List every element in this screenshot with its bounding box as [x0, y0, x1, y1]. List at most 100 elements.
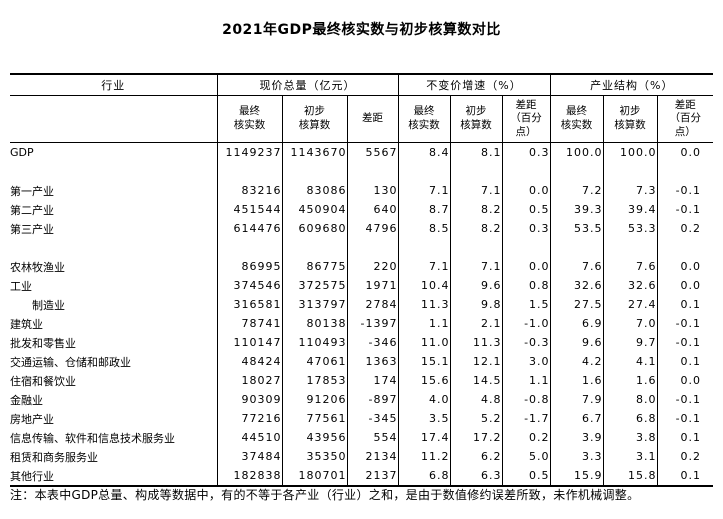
- value-cell: 7.3: [603, 181, 658, 200]
- value-cell: 1.1: [502, 371, 551, 390]
- row-label: 建筑业: [10, 314, 218, 333]
- row-label: 第三产业: [10, 219, 218, 238]
- row-label: 第一产业: [10, 181, 218, 200]
- value-cell: 15.9: [550, 466, 604, 486]
- value-cell: 7.9: [550, 390, 604, 409]
- value-cell: 1.1: [398, 314, 451, 333]
- value-cell: 5567: [347, 142, 399, 162]
- value-cell: 7.6: [603, 257, 658, 276]
- value-cell: 44510: [217, 428, 283, 447]
- value-cell: 0.1: [680, 355, 702, 368]
- value-cell: 372575: [282, 276, 348, 295]
- value-cell: 11.2: [398, 447, 451, 466]
- value-cell: 180701: [282, 466, 348, 486]
- value-cell: 8.0: [603, 390, 658, 409]
- row-label: GDP: [10, 142, 218, 162]
- value-cell: 4.1: [603, 352, 658, 371]
- value-cell: 12.1: [450, 352, 503, 371]
- value-cell: 374546: [217, 276, 283, 295]
- sub-header-empty: [10, 95, 218, 143]
- value-cell-empty: [282, 162, 348, 181]
- col-header-industry: 行业: [10, 74, 218, 96]
- table-row: 农林牧渔业 86995 86775 220 7.1 7.1 0.0 7.6 7.6 0.0: [10, 257, 713, 276]
- value-cell: 2134: [347, 447, 399, 466]
- value-cell: 0.0: [502, 181, 551, 200]
- row-label: 信息传输、软件和信息技术服务业: [10, 428, 218, 447]
- row-label: 第二产业: [10, 200, 218, 219]
- value-cell: 7.2: [550, 181, 604, 200]
- value-cell: 9.7: [603, 333, 658, 352]
- value-cell: 7.1: [450, 257, 503, 276]
- value-cell: 6.3: [450, 466, 503, 486]
- value-cell: 182838: [217, 466, 283, 486]
- value-cell: -1.7: [502, 409, 551, 428]
- value-cell: 37484: [217, 447, 283, 466]
- value-cell: 47061: [282, 352, 348, 371]
- value-cell: 0.0: [680, 279, 702, 292]
- value-cell: 15.8: [603, 466, 658, 486]
- value-cell-empty: [217, 162, 283, 181]
- table-row: 房地产业 77216 77561 -345 3.5 5.2 -1.7 6.7 6.8 -0.1: [10, 409, 713, 428]
- value-cell-empty: [603, 238, 658, 257]
- value-cell-empty: [550, 162, 604, 181]
- value-cell: 3.5: [398, 409, 451, 428]
- sub-header-gap: 差距: [347, 95, 399, 143]
- value-cell: 86775: [282, 257, 348, 276]
- table-row: 第二产业 451544 450904 640 8.7 8.2 0.5 39.3 39.4 -0.1: [10, 200, 713, 219]
- value-cell: 43956: [282, 428, 348, 447]
- value-cell: 91206: [282, 390, 348, 409]
- table-row: 住宿和餐饮业 18027 17853 174 15.6 14.5 1.1 1.6 1.6 0.0: [10, 371, 713, 390]
- table-row: 第一产业 83216 83086 130 7.1 7.1 0.0 7.2 7.3 -0.1: [10, 181, 713, 200]
- value-cell: -0.1: [675, 336, 702, 349]
- value-cell: 14.5: [450, 371, 503, 390]
- value-cell: 614476: [217, 219, 283, 238]
- value-cell: 5.0: [502, 447, 551, 466]
- value-cell: 3.9: [550, 428, 604, 447]
- value-cell: 32.6: [603, 276, 658, 295]
- value-cell: 8.2: [450, 219, 503, 238]
- table-container: 行业 现价总量（亿元） 不变价增速（%） 产业结构（%） 最终 核实数 初步 核…: [10, 73, 714, 487]
- value-cell: 9.8: [450, 295, 503, 314]
- col-group-constant-price-growth: 不变价增速（%）: [398, 74, 551, 96]
- value-cell: 100.0: [550, 142, 604, 162]
- value-cell: 53.5: [550, 219, 604, 238]
- row-label: 批发和零售业: [10, 333, 218, 352]
- value-cell-empty: [347, 162, 399, 181]
- value-cell: 0.2: [680, 450, 702, 463]
- col-group-current-price-total: 现价总量（亿元）: [217, 74, 399, 96]
- value-cell: 3.1: [603, 447, 658, 466]
- value-cell: 1.6: [550, 371, 604, 390]
- value-cell: -0.1: [675, 203, 702, 216]
- value-cell-empty: [603, 162, 658, 181]
- footnote: 注：本表中GDP总量、构成等数据中，有的不等于各产业（行业）之和，是由于数值修约…: [10, 488, 640, 502]
- value-cell: 7.1: [398, 181, 451, 200]
- row-label: 住宿和餐饮业: [10, 371, 218, 390]
- value-cell: -1397: [347, 314, 399, 333]
- sub-header-gap-pct-points: 差距 （百分 点）: [657, 95, 714, 143]
- value-cell-empty: [450, 162, 503, 181]
- table-row: GDP 1149237 1143670 5567 8.4 8.1 0.3 100.0 100.0…: [10, 142, 713, 162]
- value-cell: -0.1: [675, 393, 702, 406]
- value-cell: 0.1: [680, 298, 702, 311]
- value-cell: 100.0: [603, 142, 658, 162]
- value-cell-empty: [450, 238, 503, 257]
- value-cell: 6.8: [398, 466, 451, 486]
- row-label: 制造业: [10, 295, 218, 314]
- value-cell: 316581: [217, 295, 283, 314]
- value-cell: 1149237: [217, 142, 283, 162]
- spacer-row: [10, 238, 713, 257]
- sub-header-preliminary: 初步 核算数: [603, 95, 658, 143]
- value-cell: 18027: [217, 371, 283, 390]
- value-cell-empty: [282, 238, 348, 257]
- value-cell: 17853: [282, 371, 348, 390]
- table-row: 工业 374546 372575 1971 10.4 9.6 0.8 32.6 32.6 0.0: [10, 276, 713, 295]
- value-cell: 27.5: [550, 295, 604, 314]
- value-cell: 11.3: [398, 295, 451, 314]
- value-cell: 86995: [217, 257, 283, 276]
- value-cell: 2.1: [450, 314, 503, 333]
- value-cell: 83216: [217, 181, 283, 200]
- value-cell: 39.4: [603, 200, 658, 219]
- value-cell: 110493: [282, 333, 348, 352]
- value-cell: 0.0: [680, 146, 702, 159]
- value-cell: 7.6: [550, 257, 604, 276]
